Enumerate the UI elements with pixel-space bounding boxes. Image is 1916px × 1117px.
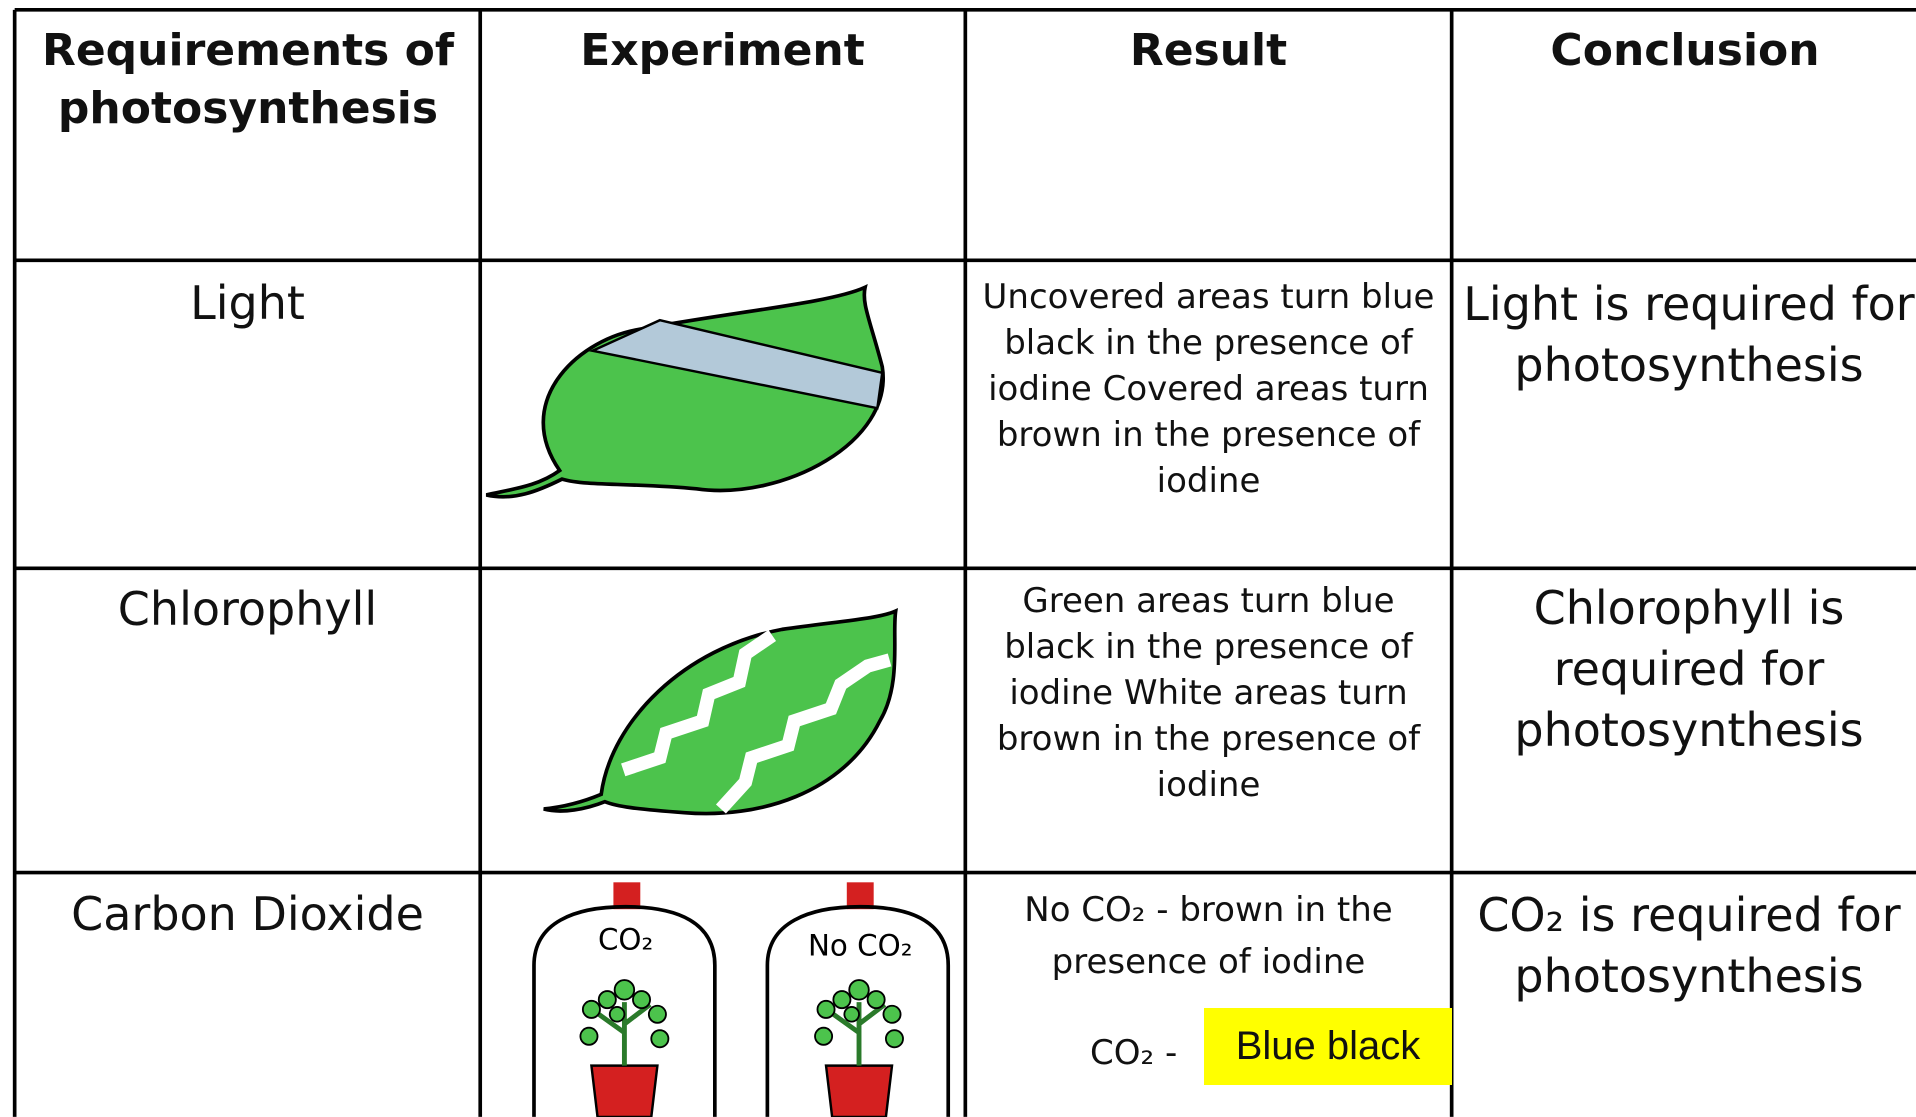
highlight-label: Blue black xyxy=(1204,1008,1452,1085)
result: No CO₂ - brown in the presence of iodine xyxy=(982,884,1435,988)
jar-label: No CO₂ xyxy=(808,929,912,963)
conclusion: CO₂ is required for photosynthesis xyxy=(1462,885,1916,1007)
header-cell: Conclusion xyxy=(1454,22,1916,80)
leaf-variegated xyxy=(544,611,896,814)
result: Uncovered areas turn blue black in the p… xyxy=(982,274,1435,504)
conclusion: Light is required for photosynthesis xyxy=(1462,274,1916,396)
header-cell: Requirements of photosynthesis xyxy=(30,22,466,138)
result: Green areas turn blue black in the prese… xyxy=(982,578,1435,808)
header-cell: Experiment xyxy=(482,22,963,80)
leaf-light xyxy=(486,287,883,497)
result-note: CO₂ - xyxy=(1090,1030,1210,1076)
page-body: CO₂ No CO₂ Requirements of photosynthesi… xyxy=(0,0,1916,1117)
requirement: Light xyxy=(17,274,478,332)
header-cell: Result xyxy=(967,22,1450,80)
bell-jar-no-co2 xyxy=(767,882,948,1117)
conclusion: Chlorophyll is required for photosynthes… xyxy=(1462,578,1916,761)
bell-jar-co2 xyxy=(534,882,715,1117)
jar-label: CO₂ xyxy=(598,923,653,957)
page: {"table": { "header": ["Requirements of … xyxy=(0,0,1916,1117)
requirement: Chlorophyll xyxy=(17,580,478,638)
requirement: Carbon Dioxide xyxy=(17,885,478,943)
